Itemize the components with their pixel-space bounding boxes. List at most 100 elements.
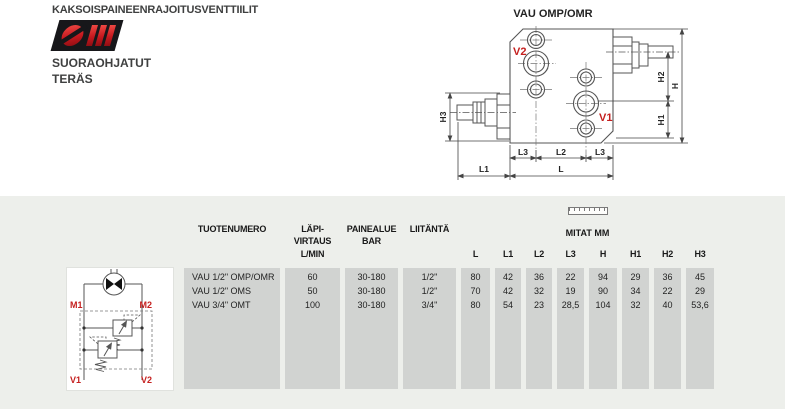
column-header-l1: L1 [502,249,514,259]
table-cell: 70 [470,286,481,296]
ports-v2 [522,30,550,99]
table-cell: 53,6 [691,300,709,310]
brand-logo-icon [50,20,124,51]
dim-right [598,28,688,144]
technical-drawing: VAU OMP/OMR [430,0,785,196]
table-column-l3: 22 19 28,5 [557,268,584,389]
column-header-lapivirtaus: LÄPI- [301,224,324,234]
column-header-l: L [472,249,479,259]
valve-drawing-svg: VAU OMP/OMR [438,8,688,180]
table-cell: 22 [565,272,576,282]
drawing-title: VAU OMP/OMR [513,8,592,20]
port-label-v2: V2 [513,46,526,58]
hydraulic-schematic: M1 M2 V1 V2 [66,267,174,391]
group-header-mitat-mm: MITAT MM [565,228,610,238]
table-cell: VAU 3/4" OMT [192,300,251,310]
schematic-label-m1: M1 [70,300,83,310]
motor-arrow-icon [106,278,114,290]
table-cell: 32 [533,286,544,296]
table-column-l: 80 70 80 [461,268,490,389]
table-cell: 54 [502,300,513,310]
column-header-lapivirtaus: VIRTAUS [293,236,332,246]
valve-assembly-boundary [79,310,153,370]
page-title: KAKSOISPAINEENRAJOITUSVENTTIILIT [52,4,259,16]
column-header-lapivirtaus: L/MIN [300,249,325,259]
dim-label-l: L [558,164,563,174]
table-cell: 30-180 [357,286,386,296]
table-cell: 42 [502,286,513,296]
table-cell: VAU 1/2" OMS [192,286,252,296]
brand-logo [50,20,124,52]
table-cell: 23 [533,300,544,310]
column-header-l3: L3 [565,249,576,259]
column-header-h: H [599,249,607,259]
right-adjust-screw [606,36,680,74]
table-cell: 94 [597,272,608,282]
schematic-label-m2: M2 [139,300,152,310]
dim-label-h: H [670,83,680,89]
table-cell: 104 [595,300,611,310]
column-header-h2: H2 [661,249,674,259]
table-cell: 29 [630,272,641,282]
column-header-liitanta: LIITÄNTÄ [409,224,450,234]
subtitle-line-2: TERÄS [52,72,93,86]
table-column-tuotenumero: VAU 1/2" OMP/OMR VAU 1/2" OMS VAU 3/4" OMT [184,268,280,389]
dim-label-l3a: L3 [518,147,528,157]
table-cell: VAU 1/2" OMP/OMR [192,272,275,282]
table-cell: 45 [694,272,705,282]
table-cell: 36 [533,272,544,282]
column-header-h3: H3 [694,249,706,259]
table-cell: 30-180 [357,300,386,310]
table-cell: 100 [304,300,321,310]
column-header-painealue: PAINEALUE [346,224,397,234]
table-cell: 1/2" [421,286,438,296]
dim-label-h3: H3 [438,111,448,122]
table-cell: 28,5 [561,300,580,310]
relief-valve-1 [84,314,142,350]
table-cell: 1/2" [421,272,438,282]
dim-label-l1: L1 [479,164,489,174]
dim-label-h1: H1 [656,114,666,125]
schematic-label-v1: V1 [70,375,81,385]
table-cell: 19 [565,286,576,296]
table-cell: 30-180 [357,272,386,282]
table-cell: 22 [662,286,673,296]
column-header-tuotenumero: TUOTENUMERO [197,224,267,234]
table-column-l2: 36 32 23 [526,268,552,389]
dim-h3 [445,92,509,142]
table-cell: 42 [502,272,513,282]
dim-label-l3b: L3 [595,147,605,157]
table-column-h3: 45 29 53,6 [686,268,714,389]
ruler-icon [567,207,608,215]
motor-arrow-icon [114,278,122,290]
table-column-liitanta: 1/2" 1/2" 3/4" [403,268,456,389]
column-header-h1: H1 [629,249,642,259]
column-header-painealue: BAR [362,236,381,246]
table-cell: 34 [630,286,641,296]
left-adjust-screw [450,93,516,140]
table-cell: 60 [307,272,318,282]
relief-valve-2 [84,336,142,372]
table-column-h2: 36 22 40 [654,268,681,389]
table-cell: 50 [307,286,318,296]
table-cell: 36 [662,272,673,282]
table-cell: 3/4" [421,300,438,310]
dim-label-h2: H2 [656,71,666,82]
table-cell: 80 [470,300,481,310]
table-column-h1: 29 34 32 [622,268,649,389]
table-column-l1: 42 42 54 [495,268,521,389]
dim-label-l2: L2 [556,147,566,157]
schematic-svg: M1 M2 V1 V2 [70,269,153,385]
column-header-l2: L2 [533,249,545,259]
centerlines [518,26,606,155]
table-cell: 80 [470,272,481,282]
table-cell: 32 [630,300,641,310]
table-cell: 29 [694,286,705,296]
table-cell: 40 [662,300,673,310]
table-cell: 90 [597,286,608,296]
schematic-label-v2: V2 [141,375,152,385]
port-label-v1: V1 [599,112,612,124]
subtitle-line-1: SUORAOHJATUT [52,56,152,70]
table-column-h: 94 90 104 [589,268,617,389]
spec-section: M1 M2 V1 V2 MITAT MM TUOTENUMERO LÄPI- VIRT… [0,196,785,409]
